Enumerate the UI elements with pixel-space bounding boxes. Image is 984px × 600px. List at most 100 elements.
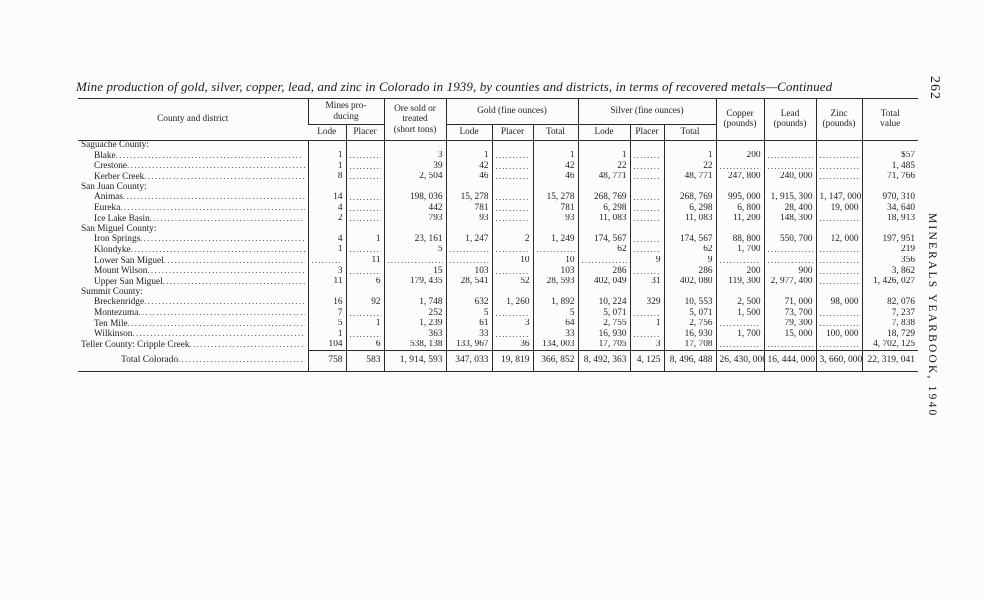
empty-cell-dashes	[820, 214, 859, 224]
row-label: Saguache County:	[81, 140, 149, 150]
value-cell	[345, 203, 384, 214]
value-cell	[763, 150, 816, 162]
value-cell: 1, 748	[383, 297, 446, 308]
value-cell	[715, 318, 764, 330]
value-cell: 4, 125	[629, 349, 664, 372]
value-cell: 12, 000	[815, 234, 862, 245]
value-cell: 781	[532, 203, 578, 214]
value-cell: 1, 426, 027	[861, 276, 918, 288]
value-cell	[532, 287, 578, 298]
value-cell	[715, 140, 764, 151]
value-cell: 174, 567	[577, 234, 630, 245]
row-label: Wilkinson	[94, 329, 133, 340]
value-cell	[815, 255, 862, 267]
value-cell: 2, 977, 400	[763, 276, 816, 288]
value-cell: 1	[445, 150, 492, 162]
value-cell: 1	[307, 161, 346, 172]
value-cell	[491, 192, 533, 204]
value-cell: 7, 838	[861, 318, 918, 330]
value-cell: 3, 862	[861, 266, 918, 277]
value-cell: 64	[532, 318, 578, 330]
col-mines-placer: Placer	[345, 124, 384, 141]
value-cell	[445, 287, 492, 298]
value-cell	[815, 266, 862, 277]
empty-cell-dashes	[768, 162, 813, 172]
value-cell: 219	[861, 244, 918, 256]
page-title: Mine production of gold, silver, copper,…	[76, 79, 833, 94]
value-cell: 15, 000	[763, 329, 816, 340]
value-cell	[629, 140, 664, 151]
value-cell: 197, 951	[861, 234, 918, 245]
row-label: Breckenridge	[94, 297, 145, 308]
value-cell	[715, 161, 764, 172]
value-cell: 18, 913	[861, 213, 918, 225]
value-cell: 402, 080	[663, 276, 716, 288]
value-cell: 15	[383, 266, 446, 277]
value-cell: 92	[345, 297, 384, 308]
value-cell: 16, 930	[577, 329, 630, 340]
col-group-gold: Gold (fine ounces)	[445, 98, 578, 125]
row-label-cell: Lower San Miguel	[78, 256, 308, 267]
value-cell: 6, 298	[577, 203, 630, 214]
value-cell: 4, 702, 125	[861, 339, 918, 351]
value-cell: 2, 500	[715, 297, 764, 308]
value-cell: 42	[532, 161, 578, 172]
col-group-mines-producing: Mines pro- ducing	[307, 98, 384, 125]
row-label: Total Colorado	[121, 355, 179, 366]
value-cell: 1	[577, 150, 630, 162]
value-cell: 11	[307, 276, 346, 288]
value-cell: 1, 915, 300	[763, 192, 816, 204]
value-cell: 1, 500	[715, 308, 764, 319]
value-cell	[577, 140, 630, 151]
row-label: Upper San Miguel	[94, 276, 163, 287]
value-cell: 48, 771	[577, 171, 630, 183]
value-cell: 133, 967	[445, 339, 492, 351]
table-body: Saguache County:Blake131111200$57Creston…	[78, 140, 918, 372]
table-row: Mount Wilson3151031032862862009003, 862	[78, 266, 918, 277]
value-cell: 34, 640	[861, 203, 918, 214]
value-cell: 18, 729	[861, 329, 918, 340]
value-cell: 5	[383, 244, 446, 256]
table-row: Saguache County:	[78, 140, 918, 151]
row-label-cell: Teller County: Cripple Creek	[78, 340, 308, 351]
row-label-cell: Iron Springs	[78, 234, 308, 245]
value-cell: 28, 541	[445, 276, 492, 288]
empty-cell-dashes	[820, 309, 859, 319]
empty-cell-dashes	[496, 162, 530, 172]
value-cell: 11	[345, 255, 384, 267]
row-label: Ice Lake Basin	[94, 213, 150, 224]
empty-cell-dashes	[350, 330, 381, 340]
value-cell	[383, 287, 446, 298]
value-cell: 17, 708	[663, 339, 716, 351]
empty-cell-dashes	[634, 235, 661, 245]
value-cell	[345, 308, 384, 319]
empty-cell-dashes	[720, 340, 761, 350]
value-cell: 46	[532, 171, 578, 183]
col-ore-sold: Ore sold or treated (short tons)	[383, 98, 446, 141]
value-cell: 1, 239	[383, 318, 446, 330]
col-group-silver: Silver (fine ounces)	[577, 98, 716, 125]
value-cell: 198, 036	[383, 192, 446, 204]
value-cell: 1	[629, 318, 664, 330]
value-cell	[861, 182, 918, 193]
value-cell: 11, 083	[663, 213, 716, 225]
value-cell: 329	[629, 297, 664, 308]
row-label: Crestone	[94, 161, 128, 172]
value-cell	[629, 203, 664, 214]
row-label: Eureka	[94, 203, 121, 214]
col-gold-total: Total	[532, 124, 578, 141]
value-cell: 104	[307, 339, 346, 351]
value-cell: 103	[445, 266, 492, 277]
value-cell	[345, 171, 384, 183]
row-label-cell: Saguache County:	[78, 140, 308, 151]
value-cell	[815, 287, 862, 298]
value-cell	[815, 213, 862, 225]
value-cell: 62	[663, 244, 716, 256]
empty-cell-dashes	[634, 267, 661, 277]
value-cell: 3	[383, 150, 446, 162]
leader-dots	[123, 192, 305, 202]
value-cell	[861, 140, 918, 151]
value-cell: 8, 492, 363	[577, 349, 630, 372]
